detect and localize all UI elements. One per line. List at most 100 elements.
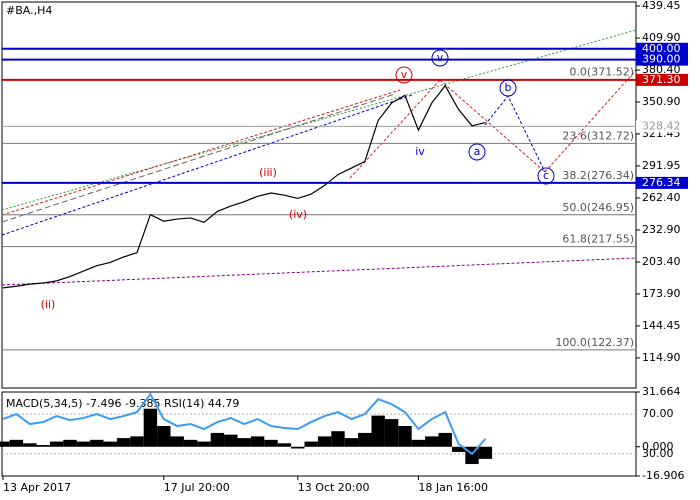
macd-bar [371, 415, 385, 447]
wave-label: b [505, 81, 512, 94]
y-tick-label: 144.45 [642, 319, 681, 332]
rsi-line [2, 392, 487, 456]
fib-label: 38.2(276.34) [562, 169, 634, 182]
y2-tick-label: 70.00 [642, 407, 674, 420]
macd-bar [438, 432, 452, 447]
y-tick-label: 114.90 [642, 351, 681, 364]
trendline [1, 94, 413, 236]
wave-circle [468, 143, 486, 161]
macd-bar [0, 441, 10, 447]
wave-path [439, 79, 546, 173]
fib-label: 23.6(312.72) [562, 129, 634, 142]
y-tick-label: 350.90 [642, 95, 681, 108]
levels [2, 47, 636, 351]
macd-bar [157, 426, 171, 447]
wave-label: (iii) [259, 166, 277, 179]
macd-bar [277, 443, 292, 447]
x-tick-label: 13 Apr 2017 [3, 481, 71, 494]
price-label-box [636, 53, 688, 66]
price-label: 400.00 [642, 42, 681, 55]
wave-label: c [543, 169, 549, 182]
macd-bar [76, 441, 91, 447]
macd-bar [143, 408, 158, 447]
fib-label: 100.0(122.37) [555, 336, 634, 349]
y2-tick-label: 30.00 [642, 447, 674, 460]
x-tick-label: 13 Oct 20:00 [298, 481, 370, 494]
wave-label: v [437, 51, 444, 64]
macd-bar [304, 441, 318, 447]
y-tick-label: 439.45 [642, 0, 681, 12]
macd-bar [63, 439, 77, 447]
wave-label: (iv) [289, 208, 307, 221]
x-tick-label: 18 Jan 16:00 [418, 481, 488, 494]
indicator-title: MACD(5,34,5) -7.496 -9.385 RSI(14) 44.79 [6, 397, 239, 410]
y-tick-label: 0.000 [642, 440, 674, 453]
y-tick-label: 291.95 [642, 159, 681, 172]
macd-bar [451, 446, 466, 452]
trendline [1, 257, 637, 286]
macd-bar [130, 436, 144, 447]
macd-bar [224, 434, 238, 447]
macd-bar [264, 439, 278, 447]
macd-bar [478, 446, 493, 459]
macd-bar [90, 439, 104, 447]
trendline [1, 93, 396, 223]
wave-circle [395, 66, 413, 84]
price-label: 276.34 [642, 176, 681, 189]
macd-bar [197, 441, 211, 447]
main-pane [1, 1, 637, 389]
macd-bar [398, 426, 412, 447]
price-label: 390.00 [642, 53, 681, 66]
price-label: 328.42 [642, 119, 681, 132]
y-tick-label: 380.40 [642, 63, 681, 76]
macd-bar [210, 432, 225, 447]
macd-bar [9, 439, 24, 447]
macd-bar [358, 432, 372, 447]
price-label-box [636, 42, 688, 55]
y-tick-label: 232.90 [642, 223, 681, 236]
wave-path [544, 69, 637, 173]
macd-bar [36, 445, 50, 447]
macd-bar [116, 438, 131, 447]
wave-circle [431, 49, 449, 67]
macd-bar [331, 431, 345, 447]
macd-bar [317, 436, 332, 447]
wave-labels: (ii) (iii) (iv) v v iv a b c [41, 49, 555, 311]
price-label-box [636, 120, 688, 133]
price-label-box [636, 73, 688, 86]
macd-bar [237, 438, 251, 447]
wave-label: (ii) [41, 298, 56, 311]
macd-bar [250, 436, 265, 447]
macd-bar [183, 439, 198, 447]
wave-label: v [401, 68, 408, 81]
macd-bar [344, 438, 359, 447]
y-tick-label: 203.40 [642, 255, 681, 268]
price-label: 371.30 [642, 73, 681, 86]
y-tick-label: 173.90 [642, 287, 681, 300]
y-tick-label: 409.90 [642, 31, 681, 44]
y-tick-label: 31.664 [642, 385, 681, 398]
fib-label: 0.0(371.52) [569, 66, 634, 79]
y-tick-label: -16.906 [642, 469, 684, 482]
macd-bar [425, 436, 439, 447]
macd-bar [103, 441, 117, 447]
macd-bar [411, 439, 426, 447]
indicator-pane [1, 391, 637, 477]
price-line-series [2, 84, 486, 289]
macd-bar [384, 419, 399, 447]
fib-label: 50.0(246.95) [562, 201, 634, 214]
price-label-box [636, 176, 688, 189]
fib-label: 61.8(217.55) [562, 233, 634, 246]
chart-title: #BA.,H4 [6, 4, 52, 17]
macd-bar [49, 441, 64, 447]
wave-circle [499, 79, 517, 97]
trendline [1, 89, 401, 216]
macd-bar [23, 443, 37, 447]
wave-label: iv [415, 145, 425, 158]
wave-circle [537, 167, 555, 185]
y-tick-label: 262.40 [642, 191, 681, 204]
macd-bar [170, 436, 184, 447]
x-tick-label: 17 Jul 20:00 [164, 481, 230, 494]
wave-label: a [474, 145, 481, 158]
